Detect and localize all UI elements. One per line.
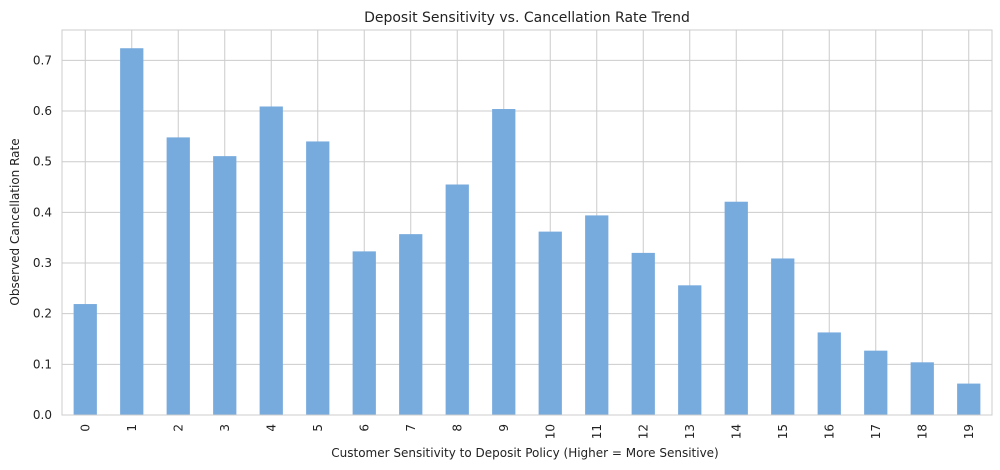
- plot-frame: [61, 29, 993, 416]
- y-axis-label: Observed Cancellation Rate: [8, 138, 22, 305]
- x-tick-label: 12: [636, 424, 650, 439]
- bar-7: [399, 234, 423, 415]
- y-tick-labels: 0.0 0.1 0.2 0.3 0.4 0.5 0.6 0.7: [33, 53, 52, 422]
- x-tick-label: 17: [869, 424, 883, 439]
- bar-19: [957, 383, 981, 415]
- x-tick-label: 2: [171, 424, 185, 432]
- bar-5: [306, 141, 330, 415]
- bar-series: [73, 48, 981, 416]
- bar-11: [585, 215, 609, 415]
- x-tick-label: 6: [357, 424, 371, 432]
- bar-17: [864, 350, 888, 415]
- bar-13: [678, 285, 702, 415]
- x-tick-label: 1: [125, 424, 139, 432]
- y-tick-label: 0.0: [33, 408, 52, 422]
- x-axis-label: Customer Sensitivity to Deposit Policy (…: [331, 446, 719, 460]
- y-gridlines: [62, 59, 992, 416]
- x-tick-label: 19: [962, 424, 976, 439]
- bar-16: [817, 332, 841, 415]
- bar-14: [724, 201, 748, 415]
- y-tick-label: 0.7: [33, 53, 52, 67]
- x-tick-label: 7: [404, 424, 418, 432]
- bar-9: [492, 109, 516, 416]
- x-tick-label: 9: [497, 424, 511, 432]
- bar-2: [166, 137, 190, 416]
- bar-1: [120, 48, 144, 415]
- x-tick-label: 11: [590, 424, 604, 439]
- bar-10: [538, 231, 562, 415]
- x-tick-label: 4: [264, 424, 278, 432]
- chart-title: Deposit Sensitivity vs. Cancellation Rat…: [364, 10, 690, 26]
- y-tick-label: 0.2: [33, 307, 52, 321]
- y-tick-label: 0.4: [33, 205, 52, 219]
- bar-18: [910, 362, 934, 415]
- x-tick-label: 10: [543, 424, 557, 439]
- x-tick-label: 5: [311, 424, 325, 432]
- bar-4: [259, 106, 283, 416]
- bar-15: [771, 258, 795, 415]
- x-tick-label: 0: [78, 424, 92, 432]
- bar-3: [213, 156, 237, 415]
- x-tick-label: 16: [822, 424, 836, 439]
- y-tick-label: 0.1: [33, 357, 52, 371]
- bar-0: [73, 304, 97, 415]
- x-tick-label: 3: [218, 424, 232, 432]
- x-tick-label: 18: [915, 424, 929, 439]
- x-tick-labels: 0 1 2 3 4 5 6 7 8 9 10 11 12 13 14 15 16 17 18 19: [78, 424, 976, 439]
- bar-6: [352, 251, 376, 415]
- y-tick-label: 0.6: [33, 104, 52, 118]
- x-tick-label: 15: [776, 424, 790, 439]
- bar-8: [445, 184, 469, 415]
- x-tick-label: 13: [683, 424, 697, 439]
- x-tick-label: 14: [729, 424, 743, 439]
- y-tick-label: 0.5: [33, 155, 52, 169]
- bar-12: [631, 252, 655, 415]
- y-tick-label: 0.3: [33, 256, 52, 270]
- x-tick-label: 8: [450, 424, 464, 432]
